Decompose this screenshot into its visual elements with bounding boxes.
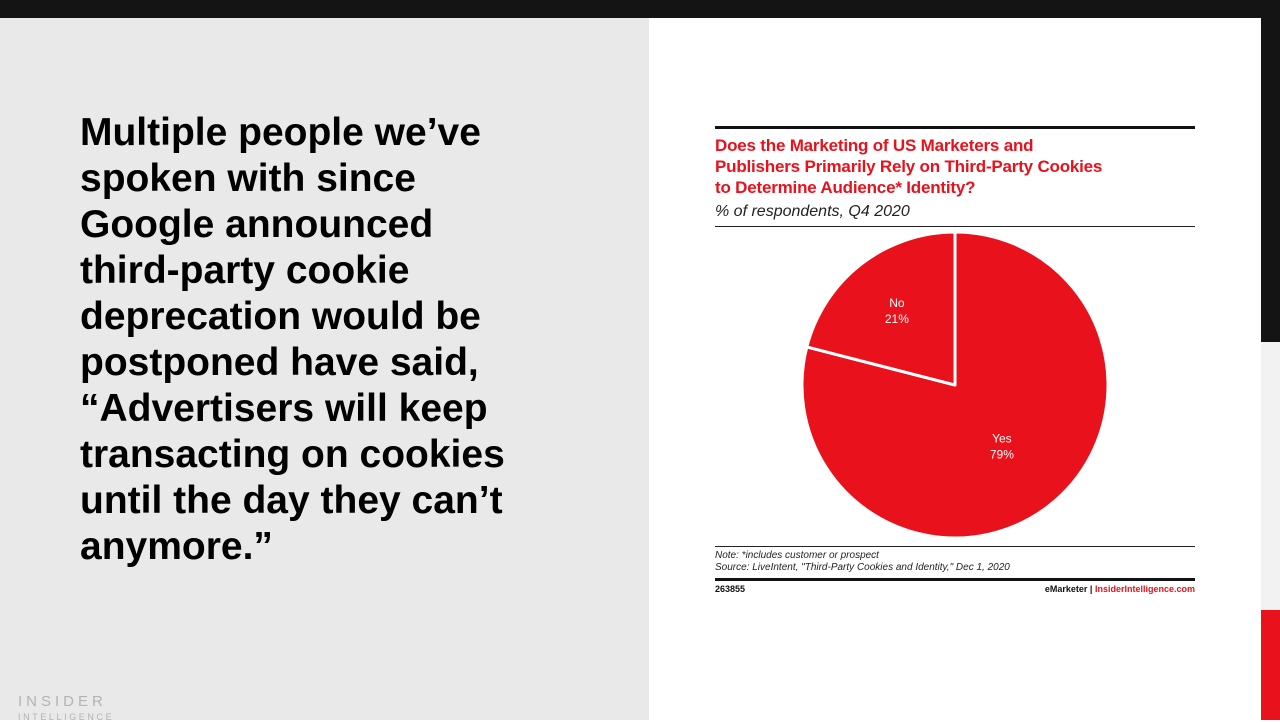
edge-bar-light [1261,342,1280,610]
pie-labels: Yes 79% No 21% [885,296,1014,461]
pie-label-yes: Yes [992,431,1012,445]
logo-line-1: INSIDER [18,693,107,710]
chart-notes: Note: *includes customer or prospect Sou… [715,550,1010,574]
chart-title: Does the Marketing of US Marketers and P… [715,135,1195,198]
chart-top-rule [715,126,1195,129]
quote-line: spoken with since [80,157,416,200]
quote-line: Multiple people we’ve [80,111,481,154]
quote-panel: Multiple people we’ve spoken with since … [0,18,649,723]
chart-title-line: to Determine Audience* Identity? [715,178,976,197]
chart: Does the Marketing of US Marketers and P… [715,126,1195,596]
quote-line: postponed have said, [80,341,479,384]
quote-line: “Advertisers will keep [80,387,488,430]
chart-brand: eMarketer | InsiderIntelligence.com [1045,584,1195,594]
chart-title-line: Does the Marketing of US Marketers and [715,136,1034,155]
brand-emarketer: eMarketer [1044,584,1088,594]
pie-label-no: No [889,296,905,310]
chart-note-rule [715,546,1195,547]
chart-id: 263855 [715,584,746,594]
pie-value-label-no: 21% [885,312,909,326]
chart-subtitle-rule [715,226,1195,227]
pie-value-label-yes: 79% [990,447,1014,461]
chart-subtitle: % of respondents, Q4 2020 [715,203,910,220]
chart-note: Note: *includes customer or prospect [715,550,879,561]
quote-line: deprecation would be [80,295,481,338]
quote-line: Google announced [80,203,434,246]
brand-insiderintelligence: InsiderIntelligence.com [1094,584,1195,594]
edge-bar-dark [1261,18,1280,342]
quote-line: anymore.” [80,525,273,568]
brand-separator: | [1089,584,1093,594]
pie-slice-no [805,230,957,387]
logo-line-2: INTELLIGENCE [18,712,115,722]
top-bar [0,0,1280,18]
edge-bar-red [1261,610,1280,720]
quote-line: third-party cookie [80,249,410,292]
quote-line: until the day they can’t [80,479,503,522]
quote-text: Multiple people we’ve spoken with since … [80,110,600,570]
pie-slices [800,230,1110,540]
quote-line: transacting on cookies [80,433,505,476]
insider-intelligence-logo: INSIDER INTELLIGENCE [18,694,114,723]
chart-bottom-rule [715,578,1195,581]
pie-chart: Yes 79% No 21% [800,230,1110,540]
chart-source: Source: LiveIntent, "Third-Party Cookies… [715,562,1010,573]
chart-title-line: Publishers Primarily Rely on Third-Party… [715,157,1103,176]
